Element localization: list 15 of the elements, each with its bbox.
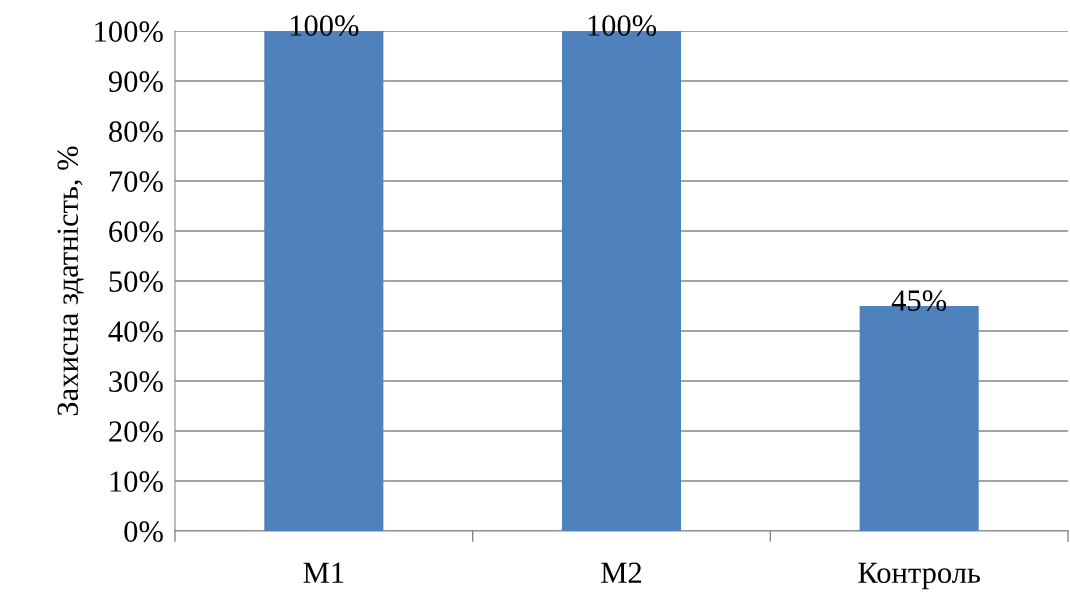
y-axis-title: Захисна здатність, % xyxy=(57,146,84,416)
y-tick-label: 70% xyxy=(109,171,163,192)
y-tick-label: 90% xyxy=(108,71,163,92)
y-tick-label: 30% xyxy=(109,371,163,392)
x-tick-label: M1 xyxy=(303,562,344,583)
y-tick-label: 0% xyxy=(124,521,163,542)
x-tick-label: Контроль xyxy=(858,562,981,590)
y-tick-label: 20% xyxy=(109,421,163,442)
y-tick-label: 80% xyxy=(109,121,163,142)
y-tick-label: 50% xyxy=(109,271,163,292)
x-tick-label: M2 xyxy=(601,562,642,583)
y-tick-label: 10% xyxy=(110,471,163,492)
y-tick-label: 60% xyxy=(109,221,163,242)
y-tick-label: 40% xyxy=(108,321,163,342)
y-tick-label: 100% xyxy=(95,21,163,42)
